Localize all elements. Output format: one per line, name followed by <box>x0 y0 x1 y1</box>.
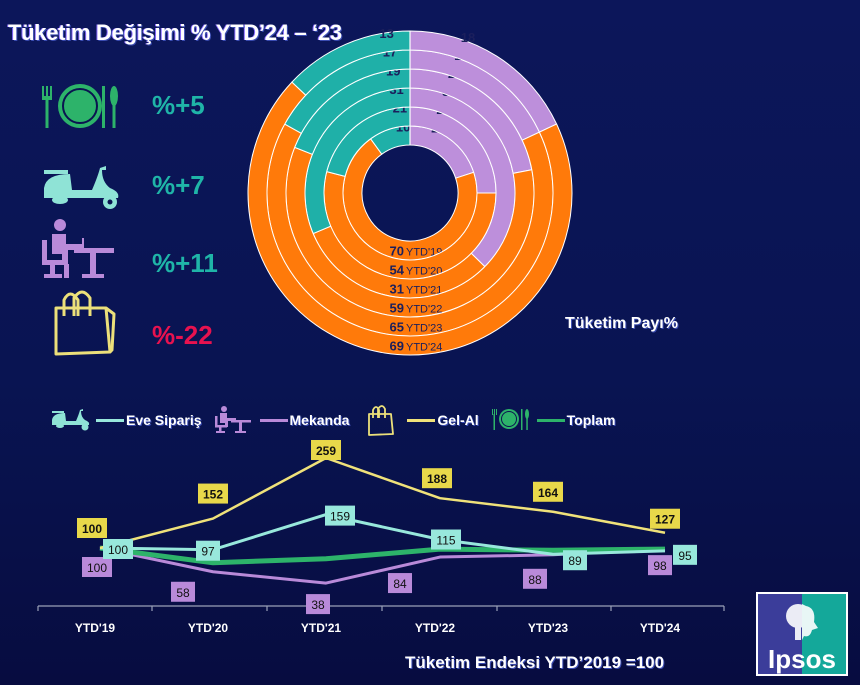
kpi-gel-al: %-22 <box>0 290 250 356</box>
data-label-eve-sipari-: 115 <box>436 534 455 548</box>
plate-cutlery-icon <box>42 84 118 128</box>
data-label-mekanda: 88 <box>528 573 542 587</box>
page-title: Tüketim Değişimi % YTD’24 – ‘23 <box>8 20 342 45</box>
kpi-mekanda-value: %+11 <box>152 248 218 278</box>
donut-label-gel-al: 70 <box>390 244 404 259</box>
ipsos-logo: Ipsos <box>756 592 848 676</box>
kpi-gel-al-value: %-22 <box>152 320 213 350</box>
data-label-eve-sipari-: 159 <box>330 510 350 524</box>
legend-line-mekanda <box>259 418 288 422</box>
donut-ring-label: YTD'24 <box>406 342 442 354</box>
legend-label-mekanda: Mekanda <box>289 412 350 428</box>
logo-text: Ipsos <box>768 644 836 674</box>
data-label-box <box>388 573 412 594</box>
donut-ring-label: YTD'21 <box>406 285 442 297</box>
data-label-gel-al: 188 <box>427 472 447 486</box>
data-label-eve-sipari-: 95 <box>678 549 692 563</box>
data-label-mekanda: 58 <box>176 586 190 600</box>
data-label-box <box>103 539 133 559</box>
data-label-box <box>325 505 355 526</box>
kpi-mekanda: %+11 <box>0 219 250 290</box>
scooter-icon <box>44 166 119 209</box>
donut-ring-label: YTD'23 <box>406 323 442 335</box>
data-label-eve-sipari-: 89 <box>568 554 582 568</box>
line-chart-legend: Eve Sipariş Mekanda Gel-Al <box>50 404 627 436</box>
data-label-box <box>648 555 672 576</box>
data-label-box <box>422 468 452 489</box>
legend-line-toplam <box>536 418 565 422</box>
data-label-mekanda: 98 <box>653 559 667 573</box>
legend-label-toplam: Toplam <box>566 412 616 428</box>
kpi-toplam: %+5 <box>0 80 250 140</box>
x-tick-label: YTD'22 <box>415 621 456 635</box>
data-label-box <box>196 540 220 561</box>
donut-label-mekanda: 18 <box>461 30 475 45</box>
data-label-gel-al: 152 <box>203 488 223 502</box>
shopping-bag-icon <box>368 405 395 436</box>
data-label-eve-sipari-: 97 <box>201 545 215 559</box>
donut-slice-gel-al-YTD24 <box>247 81 573 356</box>
x-tick-label: YTD'21 <box>301 621 342 635</box>
scooter-icon <box>52 409 90 431</box>
x-tick-label: YTD'20 <box>188 621 229 635</box>
person-at-table-icon <box>42 219 114 278</box>
data-label-mekanda: 84 <box>393 577 407 591</box>
legend-item-mekanda: Mekanda <box>214 406 350 434</box>
data-label-gel-al: 100 <box>82 522 102 536</box>
data-label-gel-al: 259 <box>316 444 336 458</box>
shopping-bag-icon <box>54 290 116 356</box>
legend-item-eve-siparis: Eve Sipariş <box>50 406 202 434</box>
legend-item-gel-al: Gel-Al <box>361 404 479 436</box>
donut-label-gel-al: 31 <box>390 282 404 297</box>
data-label-box <box>311 440 341 461</box>
legend-label-eve-siparis: Eve Sipariş <box>126 412 202 428</box>
data-label-box <box>198 483 228 504</box>
legend-item-toplam: Toplam <box>491 406 616 434</box>
data-label-box <box>533 481 563 502</box>
donut-label-eve-siparis: 13 <box>379 26 393 41</box>
plate-cutlery-icon <box>491 409 529 430</box>
donut-label-gel-al: 54 <box>390 263 405 278</box>
data-label-box <box>650 508 680 529</box>
data-label-mekanda: 100 <box>87 561 107 575</box>
donut-ring-label: YTD'22 <box>406 304 442 316</box>
data-label-box <box>171 581 195 602</box>
x-tick-label: YTD'19 <box>75 621 116 635</box>
donut-label-gel-al: 69 <box>390 339 404 354</box>
person-at-table-icon <box>214 406 251 433</box>
data-label-box <box>563 550 587 571</box>
share-chart-title: Tüketim Payı% <box>565 315 678 332</box>
kpi-eve-siparis: %+7 <box>0 160 250 220</box>
line-series-toplam <box>99 545 666 566</box>
data-label-box <box>82 557 112 577</box>
data-label-gel-al: 127 <box>655 513 675 527</box>
line-series-gel-al <box>99 456 666 550</box>
data-label-box <box>673 544 697 565</box>
data-label-box <box>77 518 107 538</box>
donut-label-gel-al: 59 <box>390 301 404 316</box>
donut-ring-label: YTD'20 <box>406 266 442 278</box>
data-label-eve-sipari-: 100 <box>108 543 128 557</box>
donut-label-gel-al: 65 <box>390 320 404 335</box>
data-label-gel-al: 164 <box>538 486 558 500</box>
legend-line-eve-siparis <box>96 418 124 422</box>
data-label-box <box>523 568 547 589</box>
share-donut-chart: 201070YTD'19252154YTD'20373131YTD'212219… <box>247 26 573 356</box>
kpi-toplam-value: %+5 <box>152 90 205 120</box>
data-label-box <box>306 594 330 615</box>
x-tick-label: YTD'24 <box>640 621 681 635</box>
data-label-mekanda: 38 <box>311 598 325 612</box>
x-tick-label: YTD'23 <box>528 621 569 635</box>
legend-label-gel-al: Gel-Al <box>437 412 479 428</box>
legend-line-gel-al <box>407 418 436 422</box>
kpi-eve-siparis-value: %+7 <box>152 170 205 200</box>
line-chart-axis-title: Tüketim Endeksi YTD’2019 =100 <box>405 653 665 672</box>
data-label-box <box>431 529 461 550</box>
